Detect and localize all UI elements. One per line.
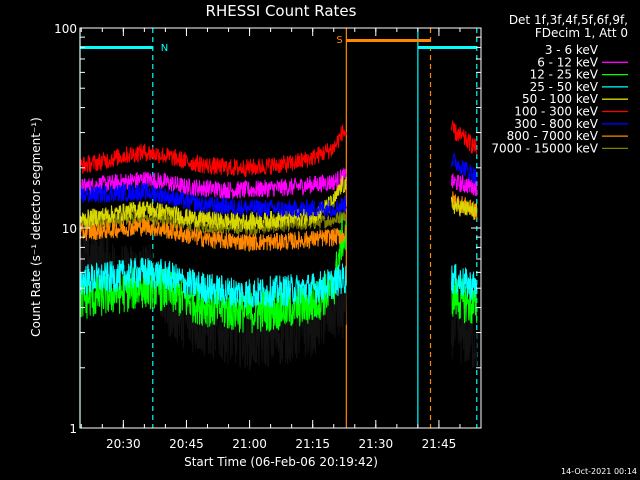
y-axis-label: Count Rate (s⁻¹ detector segment⁻¹)	[29, 117, 43, 337]
series-trace-25-50-kev-1	[451, 263, 478, 301]
flag-bar-0	[80, 46, 153, 49]
render-timestamp: 14-Oct-2021 00:14	[561, 467, 637, 476]
x-tick-label-21-15: 21:15	[295, 437, 330, 451]
legend-label-3: 25 - 50 keV	[530, 80, 599, 94]
legend-header-line-2: FDecim 1, Att 0	[535, 26, 628, 40]
y-tick-label-1: 1	[69, 422, 77, 436]
flag-bar-2	[346, 39, 431, 42]
x-tick-label-20-30: 20:30	[106, 437, 141, 451]
legend-label-5: 100 - 300 keV	[514, 105, 598, 119]
legend-label-7: 800 - 7000 keV	[507, 129, 599, 143]
chart-title: RHESSI Count Rates	[206, 2, 357, 20]
series-trace-50-100-kev-1	[451, 196, 477, 221]
flag-label-s: S	[336, 35, 342, 46]
legend-label-6: 300 - 800 keV	[514, 117, 598, 131]
y-tick-label-100: 100	[54, 22, 77, 36]
series-trace-12-25-kev-0	[79, 215, 347, 334]
flag-label-n: N	[161, 43, 168, 54]
legend-label-2: 12 - 25 keV	[530, 68, 599, 82]
x-tick-label-20-45: 20:45	[169, 437, 204, 451]
series-trace-50-100-kev-0	[79, 175, 347, 231]
series-trace-6-12-kev-0	[79, 168, 347, 199]
series-trace-800-7000-kev-0	[79, 218, 347, 252]
series-trace-300-800-kev-1	[451, 153, 478, 184]
legend-label-1: 6 - 12 keV	[537, 55, 599, 69]
x-tick-label-21-00: 21:00	[232, 437, 267, 451]
legend-label-4: 50 - 100 keV	[522, 92, 599, 106]
series-trace-25-50-kev-0	[79, 257, 347, 309]
x-tick-label-21-30: 21:30	[359, 437, 394, 451]
legend-label-8: 7000 - 15000 keV	[491, 141, 598, 155]
series-trace-100-300-kev-0	[79, 124, 347, 177]
y-tick-label-10: 10	[62, 222, 77, 236]
series-trace-100-300-kev-1	[451, 120, 478, 156]
x-axis-label: Start Time (06-Feb-06 20:19:42)	[184, 455, 378, 469]
legend-label-0: 3 - 6 keV	[545, 43, 599, 57]
legend-header-line-1: Det 1f,3f,4f,5f,6f,9f,	[509, 13, 628, 27]
x-tick-label-21-45: 21:45	[422, 437, 457, 451]
series-trace-300-800-kev-0	[79, 182, 347, 219]
flag-bar-3	[417, 46, 477, 49]
